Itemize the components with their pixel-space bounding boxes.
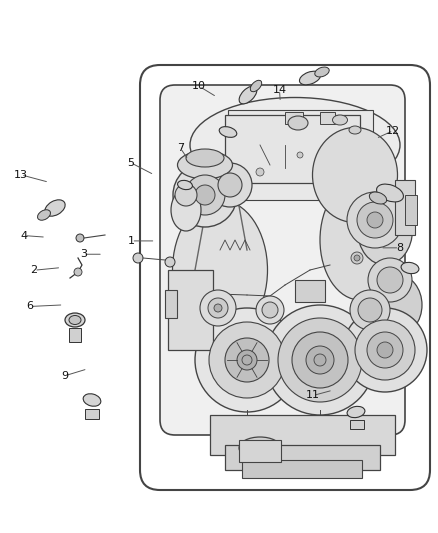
Circle shape xyxy=(165,257,175,267)
Circle shape xyxy=(76,234,84,242)
Ellipse shape xyxy=(312,127,398,222)
Ellipse shape xyxy=(83,394,101,406)
Circle shape xyxy=(195,185,215,205)
Circle shape xyxy=(185,175,225,215)
Ellipse shape xyxy=(177,180,192,190)
Ellipse shape xyxy=(347,406,365,418)
Circle shape xyxy=(209,322,285,398)
Ellipse shape xyxy=(177,151,233,179)
Text: 5: 5 xyxy=(127,158,134,167)
Ellipse shape xyxy=(69,316,81,325)
Ellipse shape xyxy=(288,116,308,130)
Circle shape xyxy=(358,298,382,322)
Text: 3: 3 xyxy=(80,249,87,259)
Ellipse shape xyxy=(38,210,50,220)
Ellipse shape xyxy=(332,115,347,125)
Circle shape xyxy=(200,290,236,326)
Bar xyxy=(242,460,362,478)
Ellipse shape xyxy=(320,180,400,300)
Circle shape xyxy=(306,346,334,374)
Circle shape xyxy=(173,163,237,227)
Circle shape xyxy=(343,308,427,392)
Text: 2: 2 xyxy=(31,265,38,275)
Ellipse shape xyxy=(401,262,419,273)
Circle shape xyxy=(347,192,403,248)
Circle shape xyxy=(368,258,412,302)
Bar xyxy=(395,180,415,235)
Text: 11: 11 xyxy=(306,391,320,400)
Circle shape xyxy=(314,354,326,366)
Bar xyxy=(239,440,281,462)
Bar xyxy=(165,290,177,318)
Circle shape xyxy=(355,320,415,380)
Ellipse shape xyxy=(377,184,403,202)
Ellipse shape xyxy=(65,313,85,327)
Text: 6: 6 xyxy=(26,302,33,311)
Circle shape xyxy=(354,255,360,261)
Bar xyxy=(225,445,380,470)
Circle shape xyxy=(208,163,252,207)
Ellipse shape xyxy=(45,200,65,216)
Text: 9: 9 xyxy=(61,371,68,381)
Circle shape xyxy=(256,168,264,176)
Bar xyxy=(168,270,213,350)
Circle shape xyxy=(262,302,278,318)
Circle shape xyxy=(377,267,403,293)
Circle shape xyxy=(377,342,393,358)
Bar xyxy=(350,420,364,429)
Text: 1: 1 xyxy=(128,236,135,246)
Ellipse shape xyxy=(357,195,413,265)
Text: 10: 10 xyxy=(192,82,206,91)
Circle shape xyxy=(367,212,383,228)
Ellipse shape xyxy=(239,86,257,104)
Circle shape xyxy=(297,152,303,158)
Circle shape xyxy=(357,202,393,238)
Ellipse shape xyxy=(171,189,201,231)
Bar xyxy=(85,409,99,419)
Circle shape xyxy=(242,355,252,365)
Bar xyxy=(69,328,81,342)
Text: 13: 13 xyxy=(14,170,28,180)
Circle shape xyxy=(350,290,390,330)
Bar xyxy=(405,195,417,225)
Bar xyxy=(228,110,373,200)
Ellipse shape xyxy=(190,98,400,192)
Ellipse shape xyxy=(186,149,224,167)
Ellipse shape xyxy=(349,126,361,134)
Circle shape xyxy=(195,308,299,412)
Ellipse shape xyxy=(219,127,237,138)
Ellipse shape xyxy=(250,80,261,92)
Text: 7: 7 xyxy=(177,143,184,153)
Circle shape xyxy=(367,332,403,368)
Ellipse shape xyxy=(175,184,197,206)
Circle shape xyxy=(256,296,284,324)
Circle shape xyxy=(265,305,375,415)
Circle shape xyxy=(208,298,228,318)
Ellipse shape xyxy=(173,200,268,340)
Ellipse shape xyxy=(374,275,422,335)
Text: 12: 12 xyxy=(386,126,400,135)
Text: 4: 4 xyxy=(21,231,28,240)
FancyBboxPatch shape xyxy=(160,85,405,435)
Circle shape xyxy=(133,253,143,263)
Circle shape xyxy=(278,318,362,402)
Text: 14: 14 xyxy=(272,85,286,94)
Circle shape xyxy=(292,332,348,388)
Bar xyxy=(320,112,335,124)
Circle shape xyxy=(225,338,269,382)
Circle shape xyxy=(74,268,82,276)
Circle shape xyxy=(218,173,242,197)
Circle shape xyxy=(237,350,257,370)
Bar xyxy=(210,415,395,455)
Ellipse shape xyxy=(315,67,329,77)
Bar xyxy=(285,112,303,124)
Ellipse shape xyxy=(239,437,281,459)
Bar xyxy=(225,115,360,183)
Circle shape xyxy=(214,304,222,312)
Text: 8: 8 xyxy=(396,243,403,253)
Ellipse shape xyxy=(369,192,387,204)
Bar xyxy=(295,280,325,302)
Ellipse shape xyxy=(300,71,321,85)
Circle shape xyxy=(351,252,363,264)
